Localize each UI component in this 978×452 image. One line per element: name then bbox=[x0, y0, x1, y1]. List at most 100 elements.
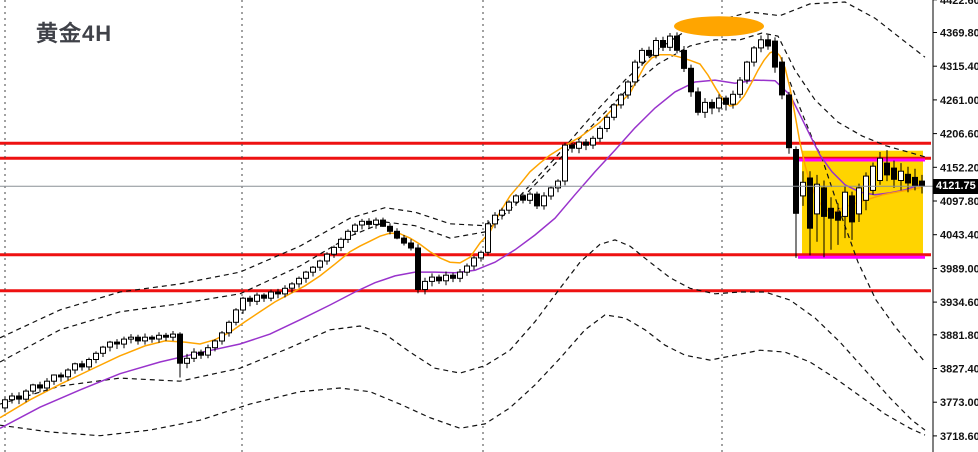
y-axis-tick-label: 4043.40 bbox=[940, 230, 978, 242]
bear-candle bbox=[436, 276, 442, 282]
bull-candle bbox=[576, 141, 582, 149]
bear-candle bbox=[723, 97, 729, 105]
bull-candle bbox=[730, 93, 736, 105]
bull-candle bbox=[184, 357, 190, 364]
bear-candle bbox=[366, 220, 372, 225]
bull-candle bbox=[44, 380, 50, 389]
bull-candle bbox=[597, 127, 603, 139]
bull-candle bbox=[555, 180, 561, 189]
bull-candle bbox=[898, 170, 904, 181]
bear-candle bbox=[394, 230, 400, 239]
bull-candle bbox=[499, 209, 505, 216]
bull-candle bbox=[604, 116, 610, 130]
bull-candle bbox=[513, 195, 519, 203]
bear-candle bbox=[884, 162, 890, 176]
bear-candle bbox=[786, 94, 792, 149]
bear-candle bbox=[177, 333, 183, 364]
fast-ma-line bbox=[0, 50, 923, 419]
bear-candle bbox=[79, 363, 85, 368]
bull-candle bbox=[212, 340, 218, 349]
bear-candle bbox=[688, 67, 694, 93]
bull-candle bbox=[51, 374, 57, 382]
bear-candle bbox=[674, 35, 680, 51]
bull-candle bbox=[170, 333, 176, 338]
bull-candle bbox=[2, 399, 8, 409]
bull-candle bbox=[758, 39, 764, 49]
bear-candle bbox=[779, 61, 785, 96]
bull-candle bbox=[842, 191, 848, 217]
bull-candle bbox=[254, 294, 260, 302]
bear-candle bbox=[261, 294, 267, 299]
bull-candle bbox=[352, 224, 358, 232]
bear-candle bbox=[646, 49, 652, 56]
bull-candle bbox=[23, 390, 29, 400]
bear-candle bbox=[163, 334, 169, 338]
bear-candle bbox=[247, 297, 253, 302]
bull-candle bbox=[590, 137, 596, 146]
bull-candle bbox=[506, 201, 512, 211]
bull-candle bbox=[93, 352, 99, 360]
bear-candle bbox=[681, 49, 687, 69]
bear-candle bbox=[198, 351, 204, 356]
bull-candle bbox=[639, 49, 645, 63]
bull-candle bbox=[324, 253, 330, 262]
bear-candle bbox=[709, 101, 715, 109]
bull-candle bbox=[814, 183, 820, 215]
bull-candle bbox=[191, 351, 197, 359]
bear-candle bbox=[58, 374, 64, 378]
y-axis-tick-label: 3934.60 bbox=[940, 297, 978, 309]
bull-candle bbox=[653, 40, 659, 56]
y-axis-tick-label: 4097.80 bbox=[940, 196, 978, 208]
outer-lower-band bbox=[0, 314, 926, 437]
y-axis-tick-label: 3718.60 bbox=[940, 431, 978, 443]
bull-candle bbox=[485, 223, 491, 253]
bear-candle bbox=[807, 177, 813, 229]
inner-lower-band bbox=[0, 239, 926, 431]
bull-candle bbox=[863, 175, 869, 201]
bull-candle bbox=[30, 384, 36, 392]
bear-candle bbox=[415, 247, 421, 290]
bear-candle bbox=[275, 291, 281, 295]
bull-candle bbox=[142, 336, 148, 342]
bull-candle bbox=[107, 341, 113, 348]
bear-candle bbox=[919, 180, 925, 187]
bull-candle bbox=[751, 47, 757, 63]
bull-candle bbox=[667, 35, 673, 48]
bull-candle bbox=[240, 297, 246, 311]
bull-candle bbox=[856, 187, 862, 215]
bull-candle bbox=[443, 274, 449, 282]
bull-candle bbox=[219, 332, 225, 342]
crash-band-segment bbox=[789, 81, 926, 363]
bull-candle bbox=[541, 195, 547, 207]
y-axis-tick-label: 3827.40 bbox=[940, 364, 978, 376]
top-ellipse-annotation[interactable] bbox=[674, 16, 764, 37]
bull-candle bbox=[702, 101, 708, 113]
y-axis-tick-label: 3773.00 bbox=[940, 397, 978, 409]
bear-candle bbox=[695, 91, 701, 113]
bull-candle bbox=[611, 104, 617, 118]
bear-candle bbox=[149, 336, 155, 340]
bear-candle bbox=[835, 211, 841, 221]
bull-candle bbox=[268, 291, 274, 299]
bull-candle bbox=[9, 395, 15, 401]
bear-candle bbox=[135, 336, 141, 342]
bull-candle bbox=[338, 238, 344, 248]
bear-candle bbox=[16, 395, 22, 400]
bear-candle bbox=[569, 144, 575, 149]
bear-candle bbox=[450, 274, 456, 279]
bear-candle bbox=[765, 39, 771, 47]
y-axis-tick-label: 3881.80 bbox=[940, 330, 978, 342]
bull-candle bbox=[121, 338, 127, 345]
bull-candle bbox=[492, 214, 498, 225]
y-axis-tick-label: 4152.20 bbox=[940, 162, 978, 174]
bull-candle bbox=[422, 280, 428, 290]
bull-candle bbox=[870, 165, 876, 191]
bear-candle bbox=[660, 40, 666, 48]
bull-candle bbox=[331, 246, 337, 255]
bear-candle bbox=[380, 219, 386, 227]
bull-candle bbox=[471, 257, 477, 267]
bull-candle bbox=[744, 61, 750, 81]
bull-candle bbox=[233, 309, 239, 323]
bull-candle bbox=[800, 181, 806, 197]
